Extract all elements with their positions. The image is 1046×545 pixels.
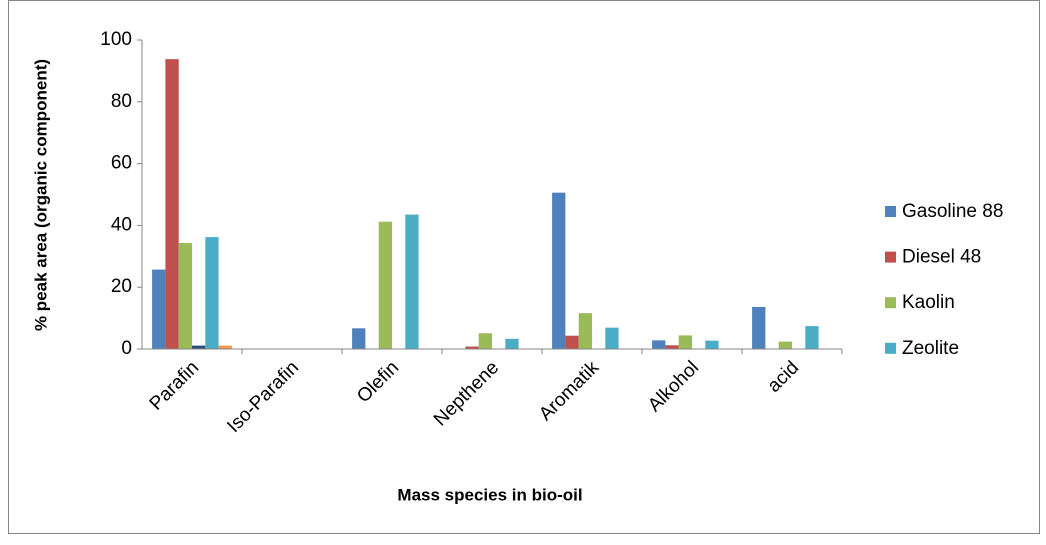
- bar: [478, 333, 492, 349]
- y-tick-label: 0: [121, 338, 132, 359]
- bar: [605, 327, 619, 349]
- bar: [465, 346, 479, 349]
- x-axis-title: Mass species in bio-oil: [397, 485, 582, 504]
- bar: [165, 59, 179, 350]
- bar: [192, 345, 206, 349]
- bar: [752, 306, 766, 349]
- legend-swatch: [885, 342, 896, 354]
- y-tick-label: 40: [111, 214, 132, 235]
- bar: [505, 338, 519, 349]
- y-tick-label: 80: [111, 91, 132, 112]
- bar: [565, 335, 579, 349]
- bar: [652, 340, 666, 349]
- legend-label: Diesel 48: [902, 247, 981, 268]
- legend-swatch: [885, 251, 896, 263]
- bar: [178, 243, 192, 349]
- y-tick-label: 20: [111, 276, 132, 297]
- bar: [352, 328, 366, 349]
- bar: [552, 192, 566, 349]
- bar: [378, 221, 392, 349]
- bar: [152, 269, 166, 349]
- legend-label: Zeolite: [902, 338, 959, 359]
- bar: [678, 335, 692, 349]
- legend-swatch: [885, 206, 896, 217]
- bar: [405, 214, 419, 349]
- bar: [705, 340, 719, 349]
- bar: [218, 345, 232, 349]
- bar: [805, 326, 819, 349]
- bar: [665, 345, 679, 349]
- legend-swatch: [885, 297, 896, 309]
- y-tick-label: 100: [100, 29, 132, 50]
- bar: [778, 341, 792, 349]
- bar: [578, 313, 592, 349]
- y-axis-title: % peak area (organic component): [31, 59, 50, 331]
- legend-label: Gasoline 88: [902, 201, 1003, 222]
- legend-label: Kaolin: [902, 292, 955, 313]
- chart-border: [8, 0, 1040, 534]
- y-tick-label: 60: [111, 153, 132, 174]
- bar: [205, 237, 219, 349]
